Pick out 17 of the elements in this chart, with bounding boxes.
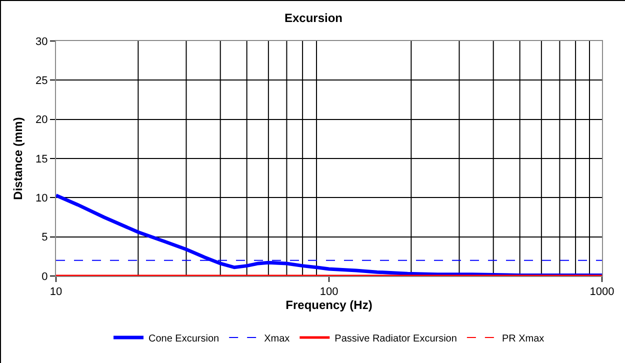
x-tick-label: 1000 xyxy=(590,286,614,298)
y-tick-label: 5 xyxy=(42,232,48,244)
y-tick-label: 30 xyxy=(36,36,48,48)
y-tick-label: 25 xyxy=(36,75,48,88)
legend-label: PR Xmax xyxy=(502,333,544,344)
chart-title: Excursion xyxy=(284,11,343,26)
legend-label: Xmax xyxy=(264,333,290,344)
y-tick-label: 10 xyxy=(36,192,48,205)
y-tick-label: 15 xyxy=(36,153,48,166)
x-tick-label: 10 xyxy=(50,286,62,298)
y-tick-label: 20 xyxy=(36,114,48,126)
legend-label: Cone Excursion xyxy=(148,333,220,344)
y-axis-title: Distance (mm) xyxy=(11,117,25,200)
y-tick-label: 0 xyxy=(42,270,48,283)
x-tick-label: 100 xyxy=(320,286,338,298)
x-axis-title: Frequency (Hz) xyxy=(286,298,372,312)
legend-label: Passive Radiator Excursion xyxy=(334,333,457,344)
